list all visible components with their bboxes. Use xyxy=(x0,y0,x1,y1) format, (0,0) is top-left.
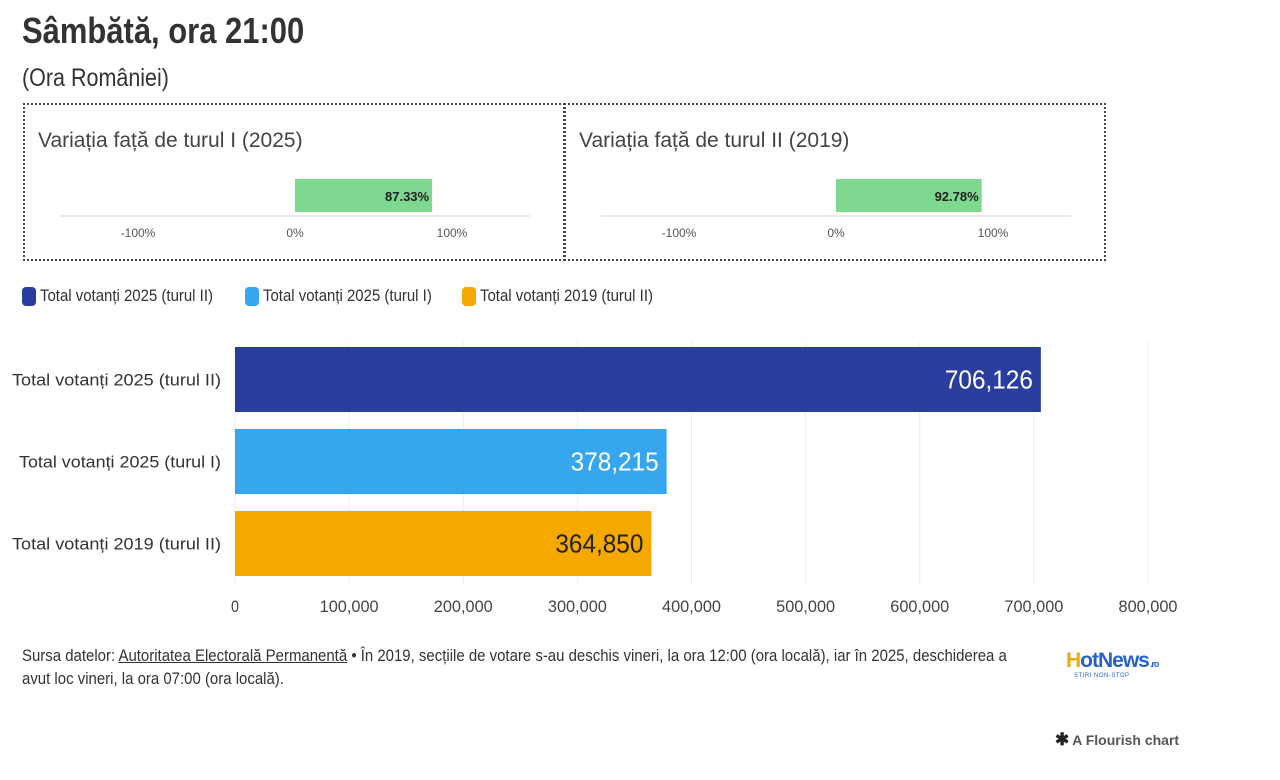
logo-tagline: ȘTIRI NON-STOP xyxy=(1074,673,1130,679)
source-prefix: Sursa datelor: xyxy=(22,646,119,665)
x-tick-label: 500,000 xyxy=(776,597,835,616)
page-title: Sâmbătă, ora 21:00 xyxy=(22,10,305,51)
bar xyxy=(235,347,1041,412)
x-tick-label: 0 xyxy=(231,597,239,616)
category-label: Total votanți 2025 (turul I) xyxy=(19,453,221,472)
variation-bar xyxy=(836,179,982,212)
variation-chart: 92.78% -100% 0% 100% xyxy=(601,179,1071,240)
footer-note: • În 2019, secțiile de votare s-au desch… xyxy=(22,646,1007,688)
legend-item[interactable]: Total votanți 2025 (turul II) xyxy=(22,286,237,306)
chart-legend: Total votanți 2025 (turul II) Total vota… xyxy=(22,286,685,306)
chart-footer: Sursa datelor: Autoritatea Electorală Pe… xyxy=(22,644,1032,690)
logo-wordmark: HotNews.ro xyxy=(1066,649,1159,672)
variation-tick-label: -100% xyxy=(121,226,156,240)
x-tick-label: 700,000 xyxy=(1004,597,1063,616)
legend-swatch xyxy=(462,286,477,306)
bar-value-label: 378,215 xyxy=(571,447,659,477)
x-tick-label: 200,000 xyxy=(434,597,493,616)
flourish-credit-label: A Flourish chart xyxy=(1072,732,1180,748)
variation-tick-label: 0% xyxy=(286,226,304,240)
flourish-credit[interactable]: ✱ A Flourish chart xyxy=(1055,730,1179,750)
variation-tick-label: 0% xyxy=(827,226,845,240)
variation-value-label: 92.78% xyxy=(935,189,980,204)
source-link[interactable]: Autoritatea Electorală Permanentă xyxy=(118,646,348,665)
legend-item[interactable]: Total votanți 2019 (turul II) xyxy=(462,286,677,306)
category-label: Total votanți 2025 (turul II) xyxy=(12,371,221,390)
variation-panel-2019: Variația față de turul II (2019) 92.78% -… xyxy=(564,103,1106,261)
bar-value-label: 706,126 xyxy=(945,365,1033,395)
bar xyxy=(235,429,667,494)
x-tick-label: 100,000 xyxy=(320,597,379,616)
legend-swatch xyxy=(244,286,259,306)
asterisk-icon: ✱ xyxy=(1055,730,1070,749)
variation-tick-label: 100% xyxy=(437,226,468,240)
legend-label: Total votanți 2025 (turul II) xyxy=(40,286,213,305)
page-subtitle: (Ora României) xyxy=(22,64,169,92)
legend-item[interactable]: Total votanți 2025 (turul I) xyxy=(244,286,455,306)
variation-tick-label: -100% xyxy=(662,226,697,240)
x-tick-label: 600,000 xyxy=(890,597,949,616)
x-tick-label: 400,000 xyxy=(662,597,721,616)
x-tick-label: 300,000 xyxy=(548,597,607,616)
bar xyxy=(235,511,652,576)
category-label: Total votanți 2019 (turul II) xyxy=(12,535,221,554)
legend-label: Total votanți 2025 (turul I) xyxy=(262,286,432,305)
variation-bar xyxy=(295,179,433,212)
variation-value-label: 87.33% xyxy=(385,189,430,204)
hotnews-logo[interactable]: HotNews.ro ȘTIRI NON-STOP xyxy=(1062,649,1187,683)
variation-panel-title: Variația față de turul II (2019) xyxy=(579,129,850,152)
x-tick-label: 800,000 xyxy=(1119,597,1178,616)
bar-value-label: 364,850 xyxy=(555,529,643,559)
legend-swatch xyxy=(22,286,36,306)
variation-tick-label: 100% xyxy=(978,226,1009,240)
bar-chart: 0 100,000 200,000 300,000 400,000 500,000 600,… xyxy=(12,342,1178,616)
variation-panel-title: Variația față de turul I (2025) xyxy=(38,129,303,152)
legend-label: Total votanți 2019 (turul II) xyxy=(480,286,654,305)
variation-chart: 87.33% -100% 0% 100% xyxy=(60,179,530,240)
variation-panel-round1: Variația față de turul I (2025) 87.33% -1… xyxy=(23,103,565,261)
